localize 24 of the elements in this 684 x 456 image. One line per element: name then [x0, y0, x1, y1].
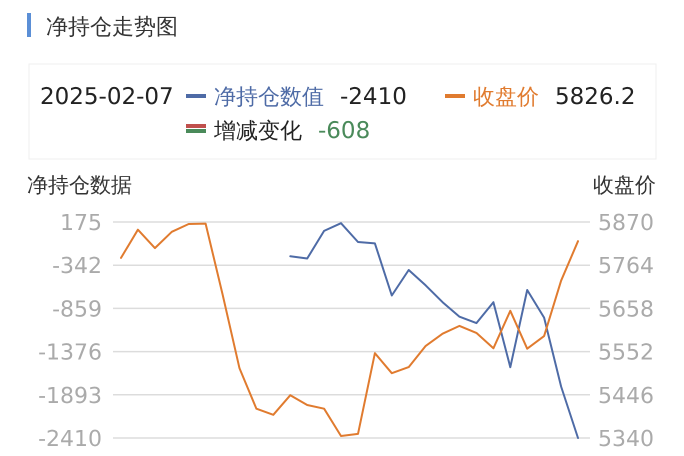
y-axis-title: 净持仓数据	[27, 173, 132, 197]
legend-label: 收盘价	[473, 85, 539, 110]
legend-label: 净持仓数值	[214, 85, 324, 110]
y2-tick-label: 5658	[598, 297, 654, 322]
y-tick-label: -2410	[38, 427, 102, 452]
y2-tick-label: 5446	[598, 384, 654, 409]
line-series	[289, 222, 579, 439]
y-tick-label: -859	[52, 297, 102, 322]
text: 5826.2	[555, 84, 636, 110]
y-tick-label: -1376	[38, 340, 102, 366]
y2-tick-label: 5340	[598, 427, 654, 452]
y2-tick-label: 5552	[598, 340, 654, 366]
y2-tick-label: 5870	[598, 211, 654, 236]
chart-title: 净持仓走势图	[46, 15, 178, 40]
text: 2025-02-07	[40, 84, 174, 110]
line-series	[120, 222, 579, 437]
y2-tick-label: 5764	[598, 254, 654, 280]
text: -2410	[340, 84, 407, 110]
y2-axis-title: 收盘价	[593, 173, 656, 197]
y-tick-label: -1893	[38, 384, 102, 409]
y-tick-label: -342	[52, 254, 102, 280]
text: -608	[318, 118, 370, 144]
y-tick-label: 175	[60, 211, 102, 236]
legend-label: 增减变化	[213, 119, 302, 144]
